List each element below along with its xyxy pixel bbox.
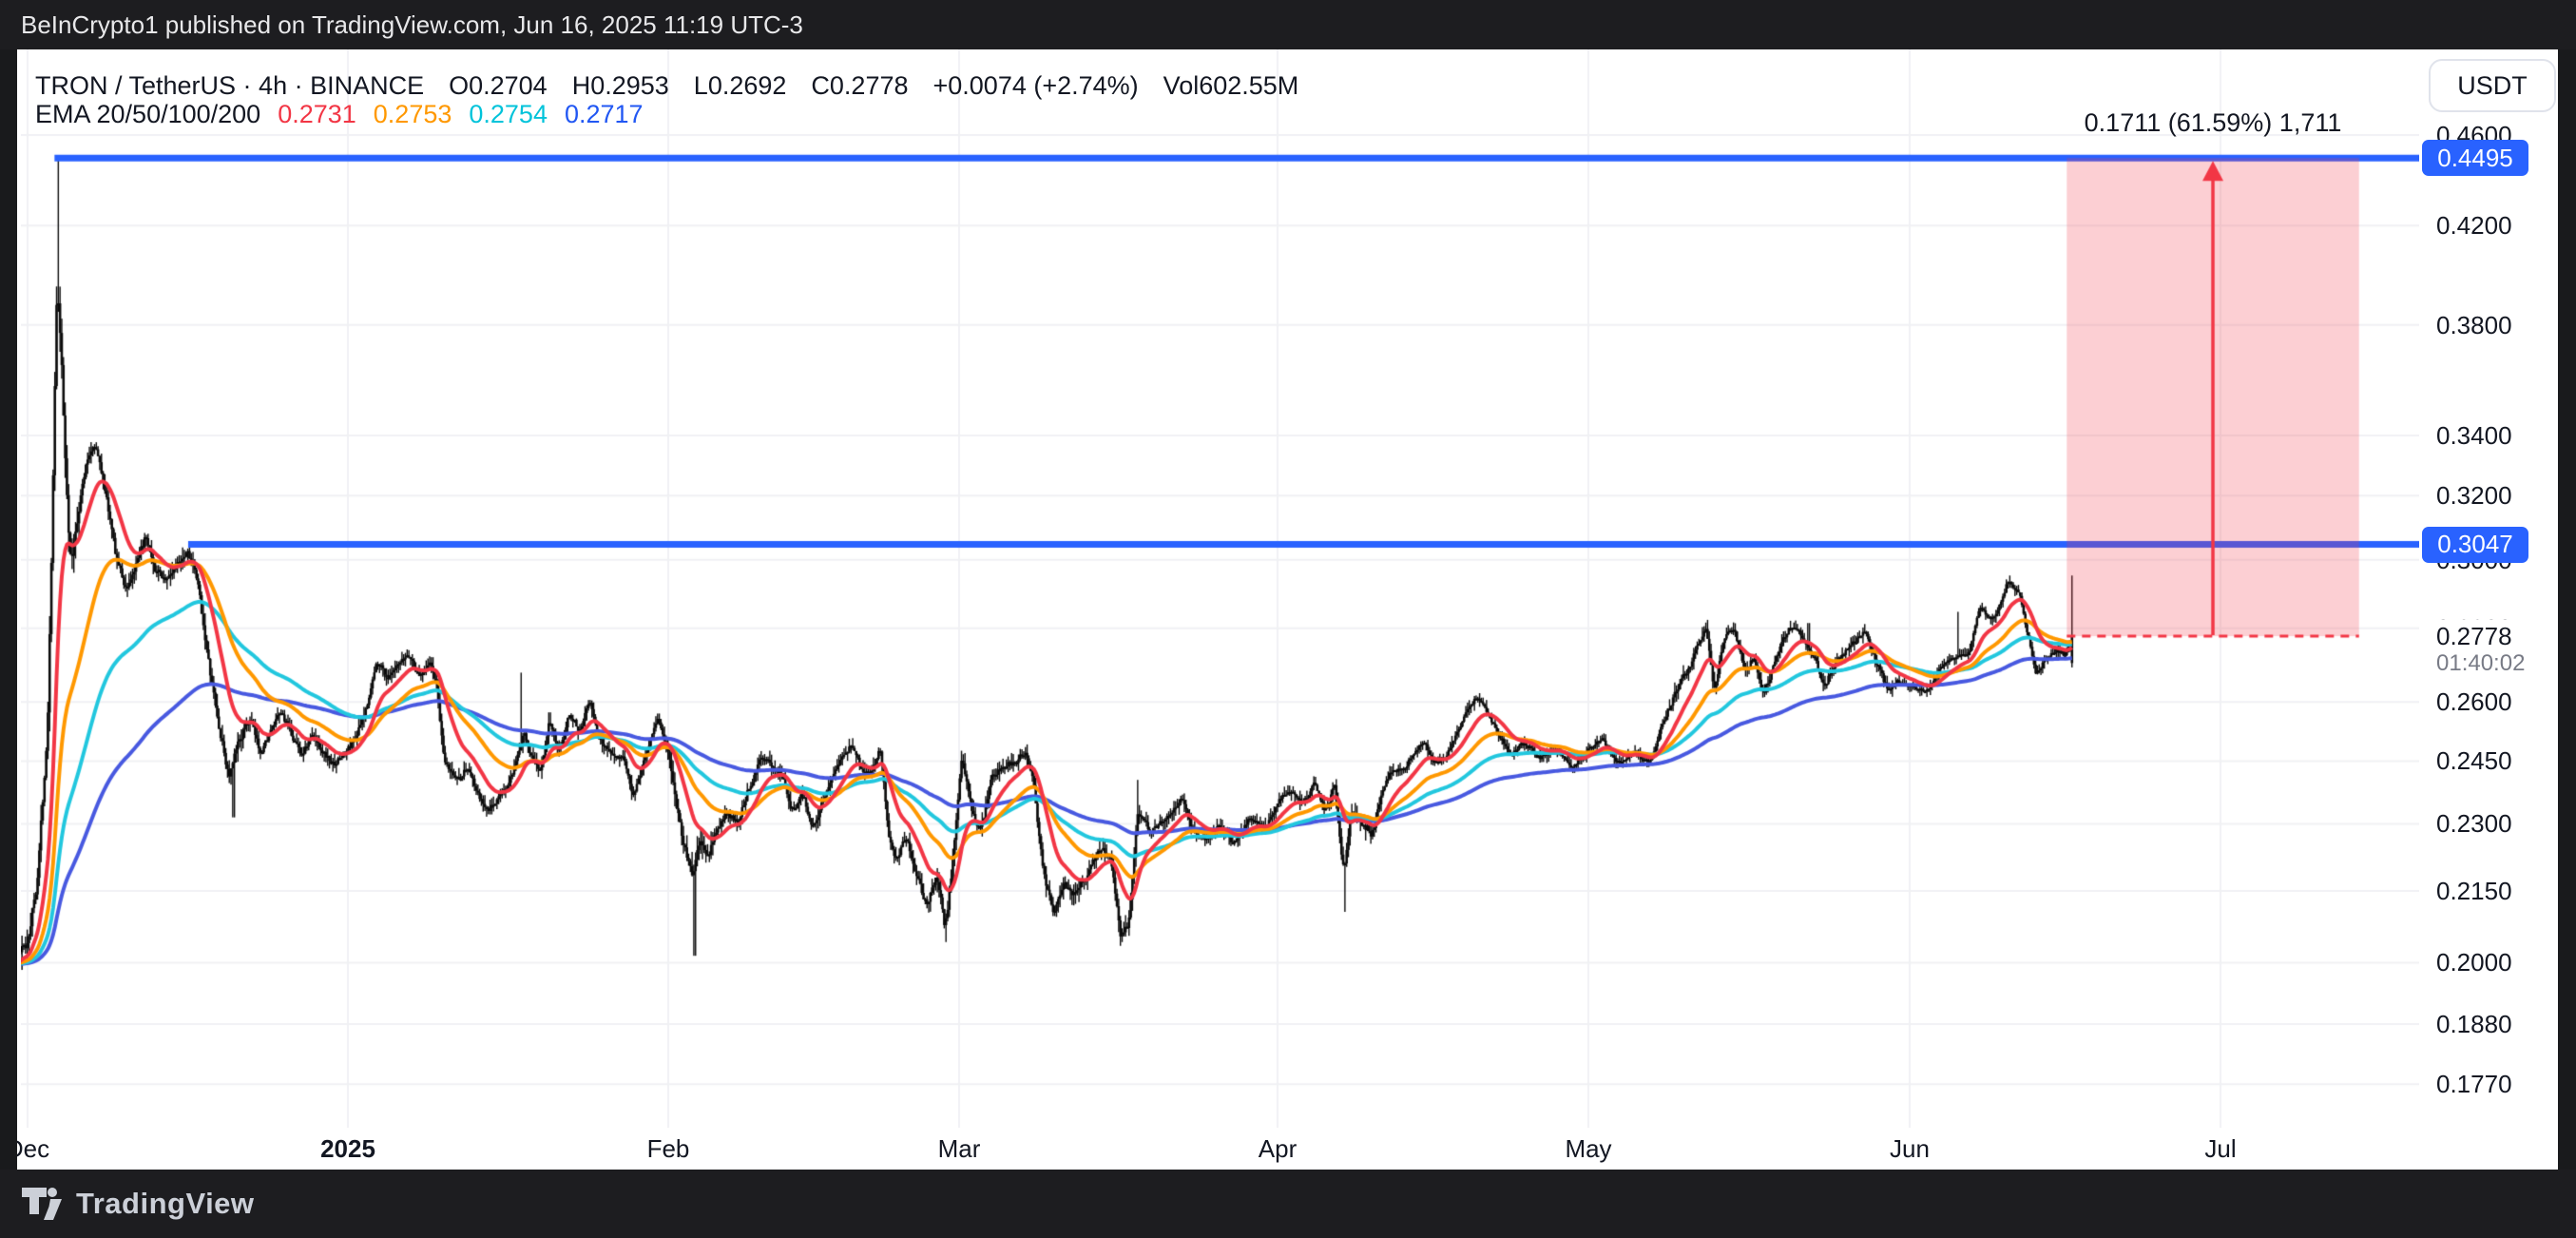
ema20-value: 0.2731 [278, 100, 356, 128]
time-tick-label: Dec [17, 1134, 50, 1163]
time-tick-label: Apr [1258, 1134, 1298, 1163]
symbol-title[interactable]: TRON / TetherUS · 4h · BINANCE [35, 71, 425, 100]
price-tick-label: 0.2600 [2436, 687, 2512, 717]
price-tick-label: 0.2150 [2436, 876, 2512, 905]
price-tick-label: 0.2450 [2436, 746, 2512, 776]
price-tick-label: 0.4200 [2436, 211, 2512, 241]
ema-legend-label[interactable]: EMA 20/50/100/200 [35, 100, 261, 128]
attribution-text: BeInCrypto1 published on TradingView.com… [21, 10, 803, 39]
current-price-label: 0.2778 01:40:02 [2422, 620, 2558, 682]
symbol-header: TRON / TetherUS · 4h · BINANCE O0.2704 H… [35, 69, 1298, 102]
price-tick-label: 0.1880 [2436, 1010, 2512, 1039]
projection-annotation[interactable]: 0.1711 (61.59%) 1,711 [2084, 108, 2342, 137]
attribution-bar: BeInCrypto1 published on TradingView.com… [0, 0, 2576, 49]
price-tick-label: 0.3200 [2436, 481, 2512, 511]
time-tick-label: Jun [1890, 1134, 1930, 1163]
time-tick-label: Mar [937, 1134, 981, 1163]
ema100-value: 0.2754 [469, 100, 548, 128]
ema-legend: EMA 20/50/100/200 0.2731 0.2753 0.2754 0… [35, 98, 644, 130]
price-tick-label: 0.2300 [2436, 809, 2512, 839]
price-axis[interactable]: 0.46000.42000.38000.34000.32000.30000.28… [2419, 49, 2558, 1170]
ohlc-close: C0.2778 [811, 71, 909, 100]
price-level-badge: 0.3047 [2422, 526, 2528, 563]
time-axis[interactable]: Dec 2025 Feb Mar Apr May Jun Jul [17, 1128, 2558, 1170]
ohlc-open: O0.2704 [449, 71, 548, 100]
price-change: +0.0074 (+2.74%) [932, 71, 1139, 100]
ohlc-low: L0.2692 [693, 71, 787, 100]
price-level-badge: 0.4495 [2422, 140, 2528, 177]
tradingview-logo-icon [22, 1188, 62, 1220]
time-tick-label: 2025 [320, 1134, 375, 1163]
time-tick-label: Feb [646, 1134, 690, 1163]
current-price-value: 0.2778 [2436, 622, 2512, 651]
tradingview-logo[interactable]: TradingView [21, 1170, 255, 1238]
bar-countdown: 01:40:02 [2436, 650, 2526, 677]
tradingview-logo-text: TradingView [76, 1187, 255, 1220]
footer-bar: TradingView [0, 1170, 2576, 1238]
price-tick-label: 0.3400 [2436, 420, 2512, 450]
time-tick-label: Jul [2204, 1134, 2237, 1163]
volume-value: Vol602.55M [1163, 71, 1299, 100]
price-chart-canvas[interactable] [21, 49, 2419, 1128]
price-tick-label: 0.2000 [2436, 948, 2512, 977]
price-tick-label: 0.3800 [2436, 310, 2512, 339]
ohlc-high: H0.2953 [571, 71, 669, 100]
currency-toggle-button[interactable]: USDT [2429, 59, 2556, 112]
ema50-value: 0.2753 [373, 100, 452, 128]
price-tick-label: 0.1770 [2436, 1070, 2512, 1099]
time-tick-label: May [1565, 1134, 1612, 1163]
chart-panel: TRON / TetherUS · 4h · BINANCE O0.2704 H… [17, 49, 2558, 1170]
ema200-value: 0.2717 [564, 100, 644, 128]
